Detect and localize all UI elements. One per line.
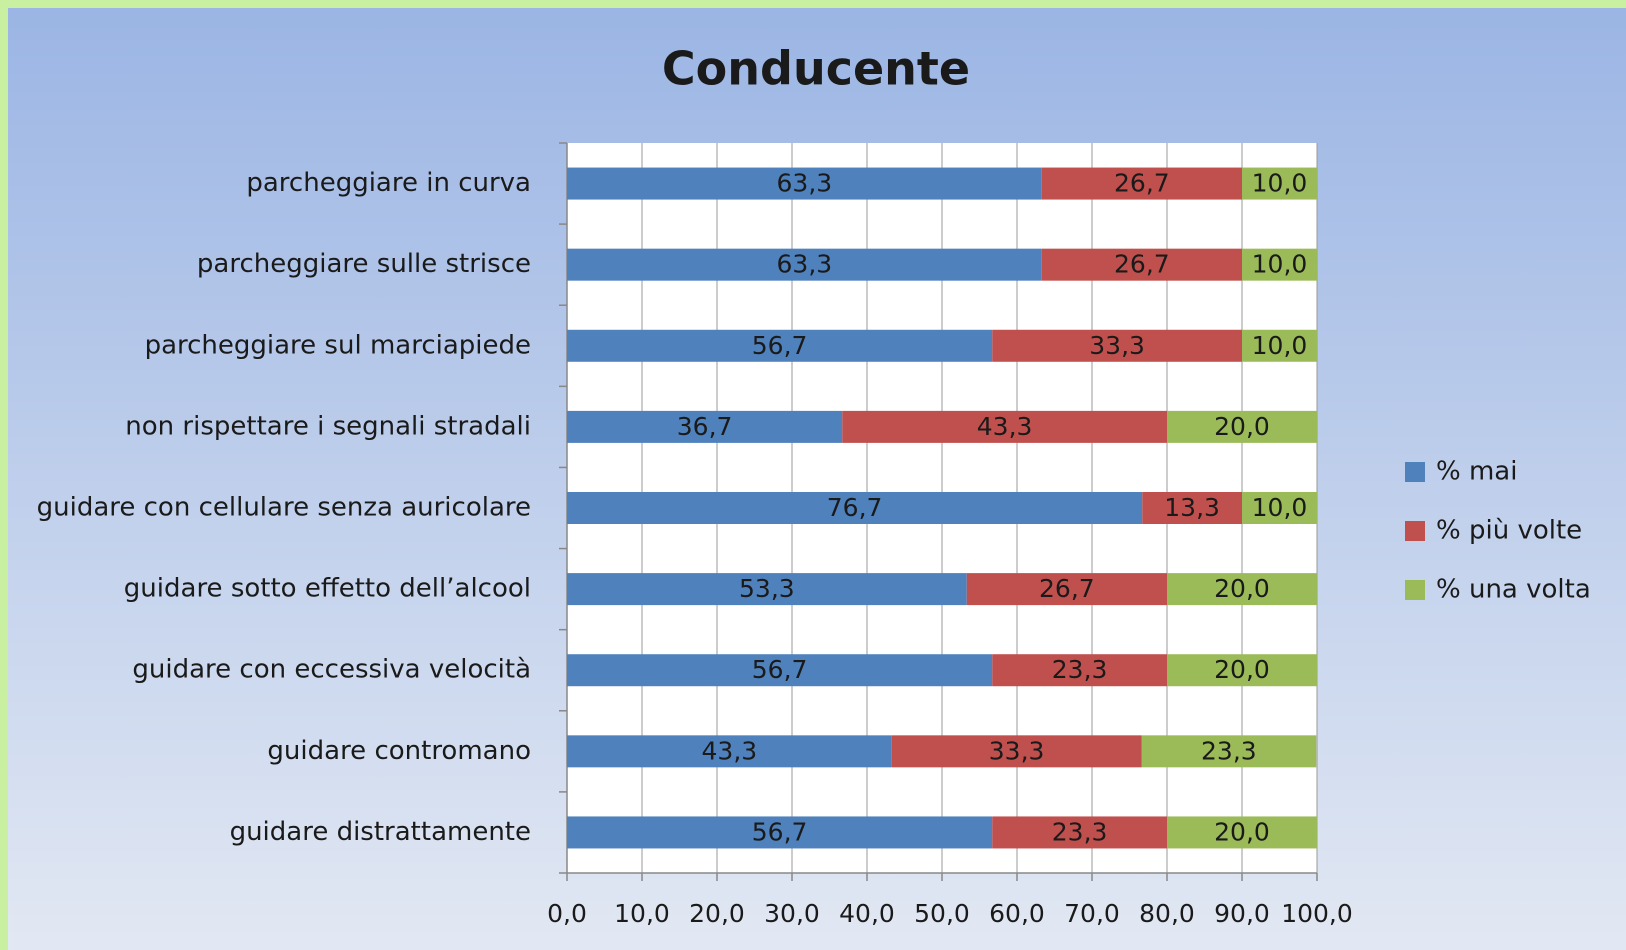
y-tick-label: parcheggiare sulle strisce: [197, 249, 531, 279]
bar-segment: [1141, 735, 1317, 768]
y-tick-label: parcheggiare in curva: [246, 168, 531, 198]
bar-segment: [567, 492, 1143, 524]
y-tick-label: guidare con eccessiva velocità: [132, 655, 531, 685]
x-tick-label: 90,0: [1214, 899, 1270, 928]
data-label: 23,3: [1052, 817, 1108, 846]
bar-segment: [1167, 654, 1317, 687]
y-tick-label: non rispettare i segnali stradali: [125, 411, 531, 441]
bar-segment: [567, 573, 967, 606]
y-tick-label: guidare con cellulare senza auricolare: [37, 493, 531, 523]
data-label: 23,3: [1052, 655, 1108, 684]
legend-label: % mai: [1436, 457, 1517, 487]
bar-segment: [1142, 492, 1242, 524]
x-tick-label: 50,0: [914, 899, 970, 928]
data-label: 23,3: [1201, 736, 1257, 765]
bar-segment: [1167, 410, 1317, 443]
legend-swatch: [1405, 580, 1425, 600]
data-label: 43,3: [977, 412, 1033, 441]
legend-label: % una volta: [1436, 575, 1591, 605]
bar-segment: [1041, 167, 1242, 200]
data-label: 56,7: [752, 331, 808, 360]
bar-segment: [567, 410, 843, 443]
data-label: 43,3: [702, 736, 758, 765]
y-tick-label: guidare distrattamente: [230, 817, 531, 847]
data-label: 10,0: [1252, 250, 1308, 279]
bar-segment: [966, 573, 1167, 606]
data-label: 63,3: [777, 169, 833, 198]
data-label: 26,7: [1039, 574, 1095, 603]
bar-segment: [567, 329, 993, 362]
y-tick-label: parcheggiare sul marciapiede: [145, 330, 531, 360]
bar-segment: [1242, 492, 1317, 524]
data-label: 53,3: [739, 574, 795, 603]
bar-segment: [567, 248, 1042, 281]
x-tick-label: 0,0: [547, 899, 587, 928]
x-tick-label: 30,0: [764, 899, 820, 928]
x-tick-label: 80,0: [1139, 899, 1195, 928]
x-tick-label: 100,0: [1281, 899, 1353, 928]
x-tick-label: 10,0: [614, 899, 670, 928]
bar-segment: [567, 735, 892, 768]
data-label: 10,0: [1252, 331, 1308, 360]
bar-segment: [1041, 248, 1242, 281]
data-label: 26,7: [1114, 250, 1170, 279]
bar-segment: [567, 816, 993, 849]
x-tick-label: 40,0: [839, 899, 895, 928]
data-label: 20,0: [1214, 574, 1270, 603]
bar-segment: [1167, 573, 1317, 606]
bar-segment: [992, 654, 1167, 687]
data-label: 76,7: [827, 493, 883, 522]
data-label: 33,3: [1089, 331, 1145, 360]
data-label: 63,3: [777, 250, 833, 279]
data-label: 20,0: [1214, 655, 1270, 684]
bar-segment: [567, 167, 1042, 200]
data-label: 56,7: [752, 655, 808, 684]
legend-swatch: [1405, 521, 1425, 541]
chart-title: Conducente: [662, 42, 970, 96]
data-label: 36,7: [677, 412, 733, 441]
data-label: 13,3: [1164, 493, 1220, 522]
bar-segment: [891, 735, 1142, 768]
legend-swatch: [1405, 462, 1425, 482]
data-label: 10,0: [1252, 493, 1308, 522]
bar-segment: [1167, 816, 1317, 849]
bar-segment: [1242, 329, 1317, 362]
bar-segment: [1242, 248, 1317, 281]
data-label: 20,0: [1214, 412, 1270, 441]
y-tick-label: guidare contromano: [267, 736, 531, 766]
x-tick-label: 70,0: [1064, 899, 1120, 928]
x-tick-label: 60,0: [989, 899, 1045, 928]
bar-segment: [992, 816, 1167, 849]
bar-segment: [567, 654, 993, 687]
legend-label: % più volte: [1436, 516, 1582, 546]
x-tick-label: 20,0: [689, 899, 745, 928]
data-label: 20,0: [1214, 817, 1270, 846]
data-label: 56,7: [752, 817, 808, 846]
bar-segment: [1242, 167, 1317, 200]
data-label: 33,3: [989, 736, 1045, 765]
bar-segment: [842, 410, 1167, 443]
data-label: 26,7: [1114, 169, 1170, 198]
bar-segment: [992, 329, 1242, 362]
y-tick-label: guidare sotto effetto dell’alcool: [124, 574, 531, 604]
data-label: 10,0: [1252, 169, 1308, 198]
